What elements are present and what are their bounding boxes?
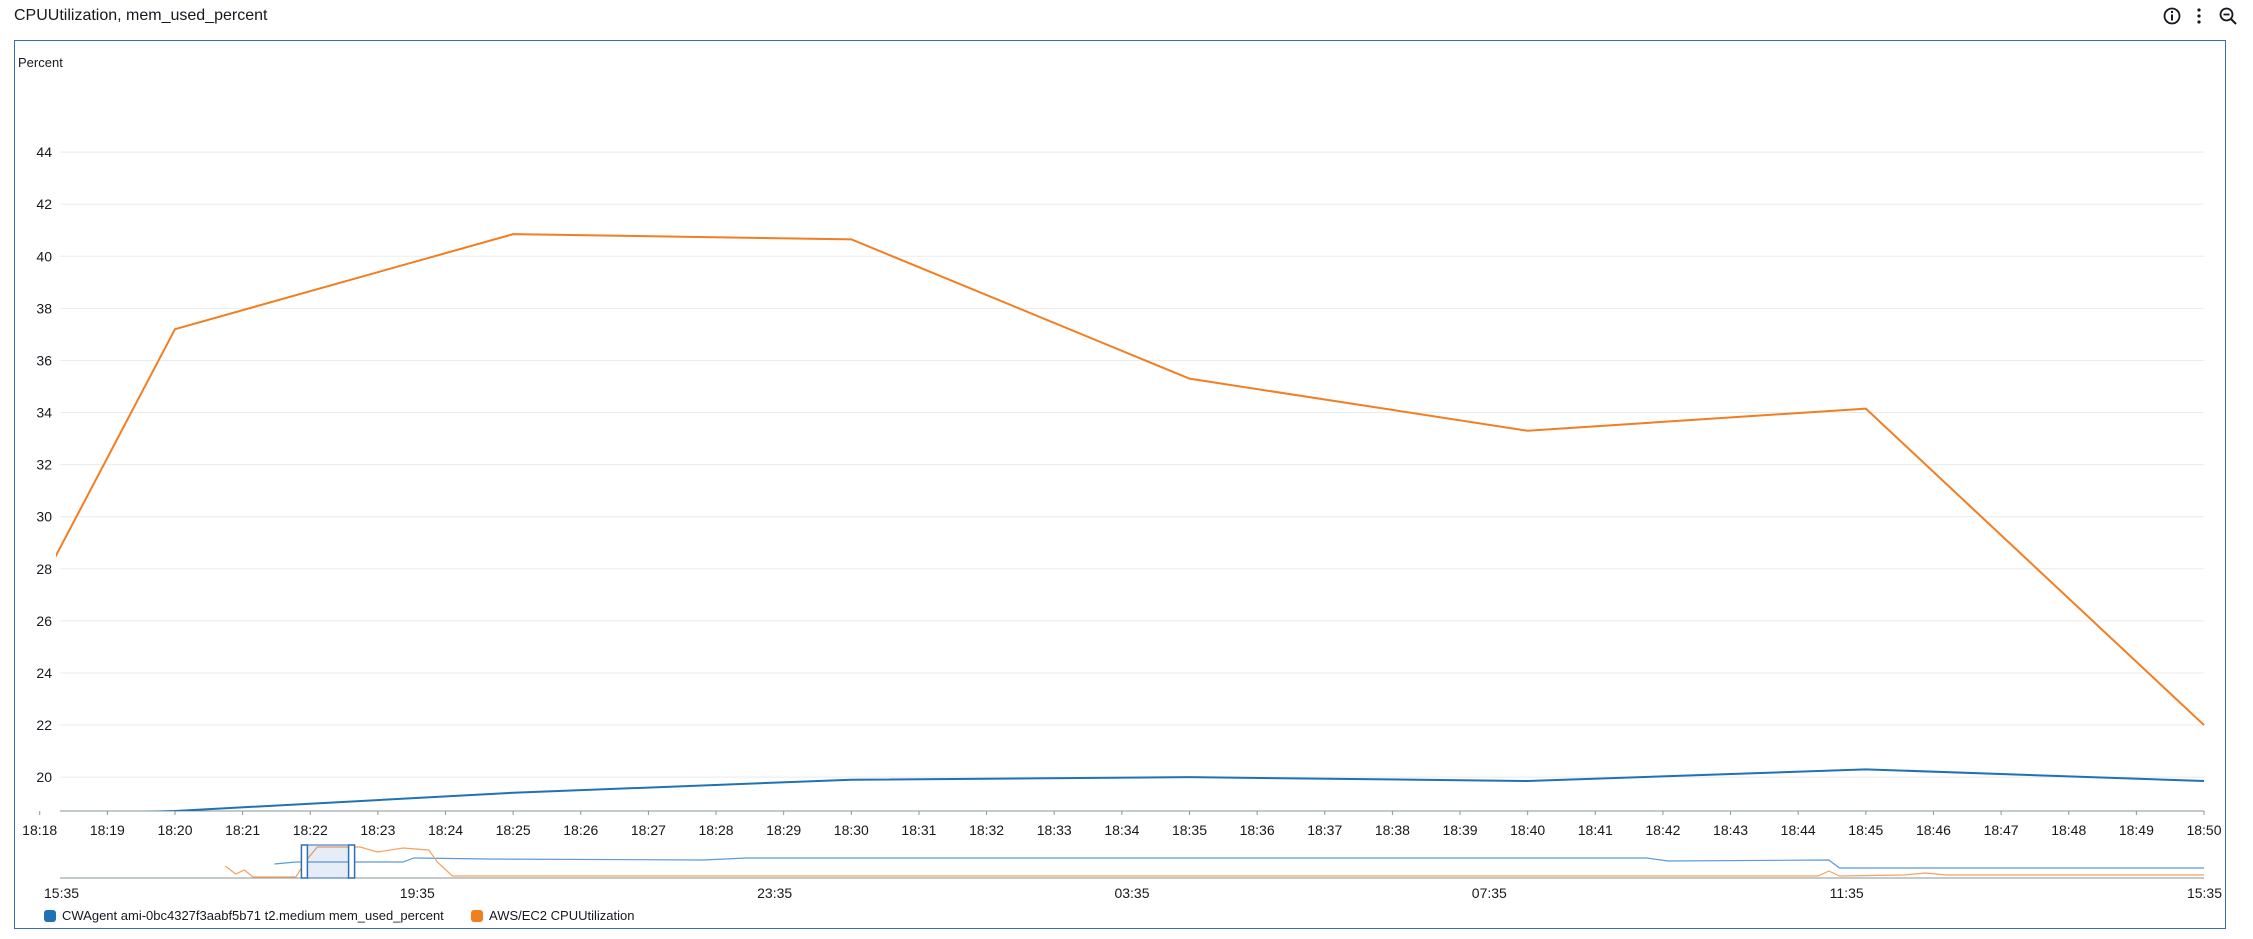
x-tick-label: 18:29 bbox=[766, 822, 801, 838]
x-tick-label: 18:28 bbox=[699, 822, 734, 838]
x-tick-label: 18:47 bbox=[1984, 822, 2019, 838]
overview-handle-right bbox=[347, 844, 356, 879]
x-tick-label: 18:39 bbox=[1443, 822, 1478, 838]
x-tick-label: 18:26 bbox=[563, 822, 598, 838]
x-tick-label: 18:36 bbox=[1240, 822, 1275, 838]
y-tick-label: 36 bbox=[36, 352, 52, 368]
legend-label-mem: CWAgent ami-0bc4327f3aabf5b71 t2.medium … bbox=[62, 908, 444, 923]
series-line-mem bbox=[142, 768, 2205, 811]
zoom-out-icon[interactable] bbox=[2218, 6, 2238, 26]
x-tick-label: 18:50 bbox=[2186, 822, 2221, 838]
overview-tick-label: 03:35 bbox=[1114, 885, 1149, 901]
y-tick-label: 32 bbox=[36, 457, 52, 473]
more-vertical-icon[interactable] bbox=[2189, 6, 2209, 26]
overview-tick-label: 15:35 bbox=[44, 885, 79, 901]
x-tick-label: 18:24 bbox=[428, 822, 463, 838]
overview-tick-label: 23:35 bbox=[757, 885, 792, 901]
overview-tick-label: 07:35 bbox=[1472, 885, 1507, 901]
x-tick-label: 18:18 bbox=[22, 822, 57, 838]
x-tick-label: 18:20 bbox=[157, 822, 192, 838]
x-tick-label: 18:48 bbox=[2051, 822, 2086, 838]
legend-swatch-mem bbox=[44, 909, 56, 922]
x-tick-label: 18:42 bbox=[1645, 822, 1680, 838]
overview-line-cpu bbox=[224, 846, 2204, 878]
overview-tick-label: 11:35 bbox=[1830, 885, 1864, 901]
y-tick-label: 20 bbox=[36, 769, 52, 785]
y-tick-label: 30 bbox=[36, 509, 52, 525]
x-tick-label: 18:30 bbox=[834, 822, 869, 838]
info-icon[interactable] bbox=[2162, 6, 2182, 26]
x-tick-label: 18:21 bbox=[225, 822, 260, 838]
y-tick-label: 24 bbox=[36, 665, 52, 681]
widget-title: CPUUtilization, mem_used_percent bbox=[14, 7, 268, 24]
legend-item-cpu[interactable]: AWS/EC2 CPUUtilization bbox=[471, 908, 634, 923]
overview-handle-left bbox=[300, 844, 309, 879]
series-line-cpu bbox=[56, 233, 2205, 726]
x-tick-label: 18:27 bbox=[631, 822, 666, 838]
y-tick-label: 22 bbox=[36, 717, 52, 733]
x-tick-label: 18:23 bbox=[360, 822, 395, 838]
x-tick-label: 18:33 bbox=[1037, 822, 1072, 838]
x-tick-label: 18:25 bbox=[496, 822, 531, 838]
x-tick-label: 18:40 bbox=[1510, 822, 1545, 838]
y-tick-label: 38 bbox=[36, 300, 52, 316]
x-tick-label: 18:31 bbox=[901, 822, 936, 838]
x-tick-label: 18:32 bbox=[969, 822, 1004, 838]
legend-swatch-cpu bbox=[471, 909, 483, 922]
y-tick-label: 28 bbox=[36, 561, 52, 577]
overview-tick-label: 19:35 bbox=[400, 885, 435, 901]
x-tick-label: 18:49 bbox=[2119, 822, 2154, 838]
x-tick-label: 18:41 bbox=[1578, 822, 1613, 838]
x-tick-label: 18:44 bbox=[1781, 822, 1816, 838]
legend-item-mem[interactable]: CWAgent ami-0bc4327f3aabf5b71 t2.medium … bbox=[44, 908, 444, 923]
y-tick-label: 42 bbox=[36, 196, 52, 212]
x-tick-label: 18:22 bbox=[293, 822, 328, 838]
x-tick-label: 18:34 bbox=[1104, 822, 1139, 838]
x-tick-label: 18:19 bbox=[90, 822, 125, 838]
overview-line-mem bbox=[274, 857, 2204, 869]
overview-tick-label: 15:35 bbox=[2187, 885, 2222, 901]
chart-frame bbox=[14, 40, 2226, 929]
y-tick-label: 40 bbox=[36, 248, 52, 264]
x-tick-label: 18:46 bbox=[1916, 822, 1951, 838]
x-tick-label: 18:43 bbox=[1713, 822, 1748, 838]
x-tick-label: 18:35 bbox=[1172, 822, 1207, 838]
y-axis-label: Percent bbox=[18, 55, 63, 70]
x-tick-label: 18:45 bbox=[1848, 822, 1883, 838]
legend-label-cpu: AWS/EC2 CPUUtilization bbox=[489, 908, 635, 923]
y-tick-label: 44 bbox=[36, 144, 52, 160]
x-tick-label: 18:38 bbox=[1375, 822, 1410, 838]
y-tick-label: 26 bbox=[36, 613, 52, 629]
x-tick-label: 18:37 bbox=[1307, 822, 1342, 838]
overview-selection bbox=[303, 844, 353, 879]
y-tick-label: 34 bbox=[36, 405, 52, 421]
